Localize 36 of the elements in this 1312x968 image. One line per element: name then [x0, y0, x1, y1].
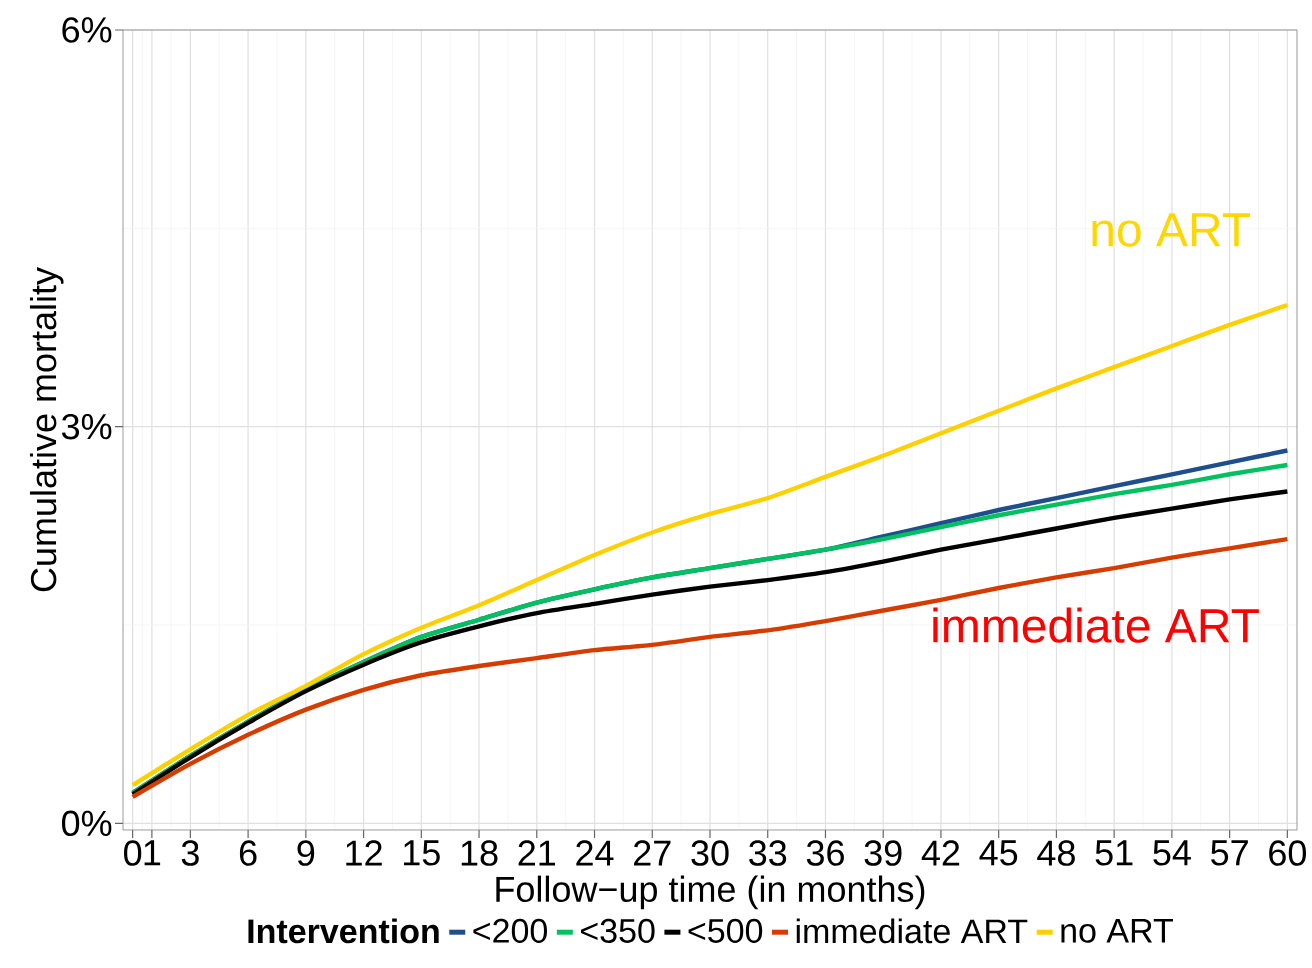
- x-tick-label: 21: [518, 840, 556, 866]
- x-axis-title: Follow−up time (in months): [496, 875, 925, 910]
- x-tick-label: 1: [144, 840, 161, 866]
- x-tick-label: 51: [1095, 840, 1133, 866]
- x-tick-label: 48: [1037, 840, 1075, 866]
- x-tick-label: 18: [461, 840, 498, 866]
- x-tick-label: 12: [346, 840, 382, 866]
- x-tick-label: 39: [864, 840, 902, 866]
- x-tick-label: 33: [749, 840, 787, 866]
- legend-label: <500: [688, 918, 763, 943]
- x-tick-label: 9: [297, 840, 315, 866]
- line-series: [130, 302, 1290, 788]
- x-tick-label: 60: [1269, 840, 1306, 866]
- x-tick-label: 24: [576, 840, 614, 866]
- line-series: [130, 536, 1290, 800]
- legend-label: <350: [580, 918, 655, 943]
- legend-label: immediate ART: [796, 918, 1028, 944]
- x-tick-label: 15: [404, 840, 440, 866]
- legend-title: Intervention: [248, 918, 439, 944]
- x-tick-label: 57: [1211, 840, 1248, 866]
- y-tick-label: 6%: [62, 17, 112, 43]
- x-tick-label: 6: [239, 840, 257, 866]
- x-tick-label: 0: [124, 840, 142, 866]
- x-tick-label: 27: [634, 840, 671, 866]
- y-tick-label: 0%: [61, 810, 112, 837]
- x-tick-label: 42: [921, 840, 960, 866]
- x-tick-label: 3: [181, 840, 199, 866]
- y-tick-label: 3%: [61, 413, 112, 440]
- x-tick-label: 30: [691, 840, 729, 866]
- annotation: immediate ART: [933, 607, 1259, 643]
- x-tick-label: 45: [979, 840, 1018, 866]
- annotation: no ART: [1092, 213, 1250, 247]
- x-tick-label: 36: [806, 840, 844, 866]
- legend-label: no ART: [1061, 919, 1174, 943]
- legend-label: <200: [473, 918, 548, 943]
- x-tick-label: 54: [1153, 840, 1191, 866]
